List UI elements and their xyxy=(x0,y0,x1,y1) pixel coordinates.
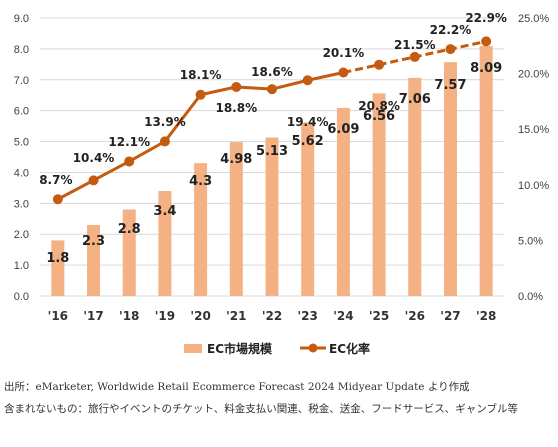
bar-value-label: 4.3 xyxy=(189,174,212,189)
line-point xyxy=(231,81,242,92)
bar-value-label: 1.8 xyxy=(46,251,69,266)
category-label: '27 xyxy=(440,309,460,323)
line-value-label: 22.2% xyxy=(430,23,472,37)
left-tick-label: 5.0 xyxy=(14,137,29,149)
bar xyxy=(51,240,65,296)
category-label: '24 xyxy=(333,309,353,323)
chart-notes: 出所：eMarketer, Worldwide Retail Ecommerce… xyxy=(4,376,554,420)
left-tick-label: 2.0 xyxy=(14,229,29,241)
bar xyxy=(443,62,457,296)
left-tick-label: 4.0 xyxy=(14,167,29,179)
line-value-label: 13.9% xyxy=(144,115,186,129)
right-tick-label: 20.0% xyxy=(518,69,549,81)
line-point xyxy=(374,59,385,70)
left-tick-label: 9.0 xyxy=(14,13,29,25)
bar-value-label: 7.57 xyxy=(434,78,466,93)
chart-area: 1.8 2.3 2.8 3.4 4.3 4.98 5.13 5.62 6.09 6.56 7.06 7… xyxy=(14,11,550,356)
bar-value-label: 4.98 xyxy=(220,152,252,167)
line-value-label: 21.5% xyxy=(394,38,436,52)
category-label: '19 xyxy=(155,309,175,323)
category-label: '21 xyxy=(226,309,246,323)
right-tick-label: 15.0% xyxy=(518,124,549,136)
right-tick-label: 25.0% xyxy=(518,13,549,25)
bar xyxy=(372,93,386,296)
exclusions-note: 含まれないもの：旅行やイベントのチケット、料金支払い関連、税金、送金、フードサー… xyxy=(4,403,518,415)
line-value-label: 19.4% xyxy=(287,115,329,129)
bar xyxy=(158,190,172,296)
line-point xyxy=(445,44,456,55)
legend-line-label: EC化率 xyxy=(329,341,370,356)
line-point xyxy=(195,89,206,100)
line-value-label: 20.1% xyxy=(323,46,365,60)
right-axis: 0.0% 5.0% 10.0% 15.0% 20.0% 25.0% xyxy=(518,13,549,303)
line-point xyxy=(338,67,349,78)
category-label: '16 xyxy=(48,309,68,323)
line-point xyxy=(159,136,170,147)
line-series: 8.7%10.4% 12.1% 13.9% 18.1% 18.8% 18.6% 19.4% 2… xyxy=(39,11,507,205)
bar-series: 1.8 2.3 2.8 3.4 4.3 4.98 5.13 5.626.09 6.56 7.067… xyxy=(46,46,502,297)
bar-value-label: 2.3 xyxy=(82,234,105,249)
source-note: 出所：eMarketer, Worldwide Retail Ecommerce… xyxy=(4,381,470,393)
left-tick-label: 7.0 xyxy=(14,75,29,87)
combo-chart: 1.82.32.83.44.34.985.135.626.096.567.067… xyxy=(14,11,550,356)
category-label: '23 xyxy=(298,309,318,323)
bar xyxy=(301,122,315,296)
line-value-label: 8.7% xyxy=(39,173,72,187)
bar xyxy=(479,46,493,297)
line-point xyxy=(52,194,63,205)
bar-value-label: 3.4 xyxy=(153,204,176,219)
left-tick-label: 8.0 xyxy=(14,44,29,56)
bar xyxy=(408,77,422,297)
bar-value-label: 6.56 xyxy=(363,109,395,124)
line-value-label: 20.8% xyxy=(358,99,400,113)
line-value-label: 18.1% xyxy=(180,68,222,82)
left-tick-label: 6.0 xyxy=(14,106,29,118)
bar xyxy=(229,142,243,296)
category-label: '17 xyxy=(83,309,103,323)
bar xyxy=(265,137,279,296)
left-tick-label: 0.0 xyxy=(14,291,29,303)
line-point xyxy=(267,84,277,95)
line-point xyxy=(409,51,420,62)
line-point xyxy=(481,36,492,47)
left-tick-label: 3.0 xyxy=(14,198,29,210)
line-point xyxy=(302,75,313,86)
category-label: '20 xyxy=(190,309,210,323)
line-point xyxy=(124,156,135,167)
line-point xyxy=(88,175,99,186)
legend-line-marker xyxy=(308,343,318,353)
bar xyxy=(194,163,208,296)
category-label: '26 xyxy=(405,309,425,323)
bar xyxy=(87,224,101,296)
line-value-label: 10.4% xyxy=(73,151,115,165)
bar-value-label: 6.09 xyxy=(327,122,359,137)
category-label: '25 xyxy=(369,309,389,323)
line-value-label: 12.1% xyxy=(108,135,150,149)
bar xyxy=(122,209,136,296)
bar-value-label: 5.13 xyxy=(256,144,288,159)
bar-value-label: 2.8 xyxy=(118,222,141,237)
bar xyxy=(336,107,350,297)
legend-bar-swatch xyxy=(184,344,202,353)
legend-bar-label: EC市場規模 xyxy=(207,341,273,356)
category-label: '28 xyxy=(476,309,496,323)
bar-value-label: 8.09 xyxy=(470,61,502,76)
left-tick-label: 1.0 xyxy=(14,260,29,272)
line-value-label: 22.9% xyxy=(465,11,507,25)
right-tick-label: 5.0% xyxy=(518,235,543,247)
line-value-label: 18.8% xyxy=(215,101,257,115)
bar-value-label: 7.06 xyxy=(399,92,431,107)
right-tick-label: 0.0% xyxy=(518,291,543,303)
legend: EC市場規模 EC化率 xyxy=(184,341,370,356)
left-axis: 0.0 1.0 2.0 3.0 4.0 5.0 6.0 7.0 8.0 9.0 xyxy=(14,13,29,303)
category-label: '18 xyxy=(119,309,139,323)
bar-value-label: 5.62 xyxy=(292,134,324,149)
line-value-label: 18.6% xyxy=(251,65,293,79)
right-tick-label: 10.0% xyxy=(518,180,549,192)
category-label: '22 xyxy=(262,309,282,323)
category-axis: '16 '17 '18 '19 '20 '21 '22 '23 '24 '25 '26 '27 '28 xyxy=(48,309,497,323)
